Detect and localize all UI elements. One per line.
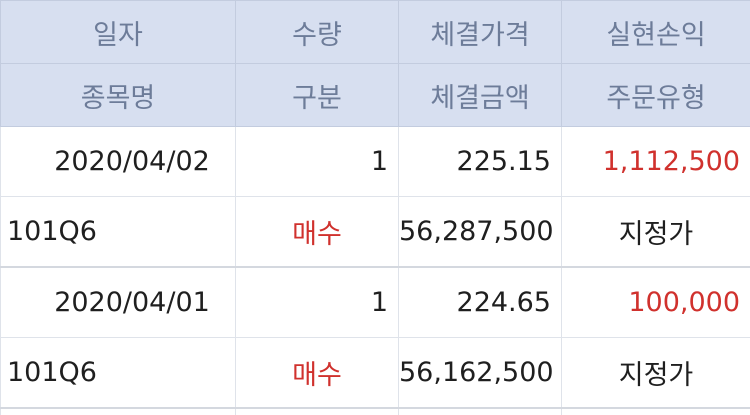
cell xyxy=(236,408,399,415)
header-exec-amount[interactable]: 체결금액 xyxy=(399,64,562,127)
header-date[interactable]: 일자 xyxy=(1,1,236,64)
trade-row-detail[interactable]: 101Q6 매수 56,287,500 지정가 xyxy=(1,197,750,268)
trade-side: 매수 xyxy=(236,197,399,268)
header-quantity[interactable]: 수량 xyxy=(236,1,399,64)
header-realized-pnl[interactable]: 실현손익 xyxy=(562,1,750,64)
trade-exec-amount: 56,287,500 xyxy=(399,197,562,268)
trade-exec-amount: 56,162,500 xyxy=(399,338,562,409)
next-row-partial xyxy=(1,408,750,415)
trade-side: 매수 xyxy=(236,338,399,409)
trade-order-type: 지정가 xyxy=(562,197,750,268)
trade-date: 2020/04/01 xyxy=(1,267,236,338)
trade-symbol: 101Q6 xyxy=(1,338,236,409)
cell xyxy=(562,408,750,415)
header-exec-price[interactable]: 체결가격 xyxy=(399,1,562,64)
trade-date: 2020/04/02 xyxy=(1,127,236,197)
header-row-2: 종목명 구분 체결금액 주문유형 xyxy=(1,64,750,127)
trade-row[interactable]: 2020/04/02 1 225.15 1,112,500 xyxy=(1,127,750,197)
header-symbol[interactable]: 종목명 xyxy=(1,64,236,127)
trade-row-detail[interactable]: 101Q6 매수 56,162,500 지정가 xyxy=(1,338,750,409)
trade-realized-pnl: 100,000 xyxy=(562,267,750,338)
trade-symbol: 101Q6 xyxy=(1,197,236,268)
header-order-type[interactable]: 주문유형 xyxy=(562,64,750,127)
trade-order-type: 지정가 xyxy=(562,338,750,409)
header-side[interactable]: 구분 xyxy=(236,64,399,127)
trade-exec-price: 225.15 xyxy=(399,127,562,197)
trade-realized-pnl: 1,112,500 xyxy=(562,127,750,197)
cell xyxy=(1,408,236,415)
trade-exec-price: 224.65 xyxy=(399,267,562,338)
cell xyxy=(399,408,562,415)
trade-quantity: 1 xyxy=(236,267,399,338)
trade-quantity: 1 xyxy=(236,127,399,197)
trade-row[interactable]: 2020/04/01 1 224.65 100,000 xyxy=(1,267,750,338)
header-row-1: 일자 수량 체결가격 실현손익 xyxy=(1,1,750,64)
